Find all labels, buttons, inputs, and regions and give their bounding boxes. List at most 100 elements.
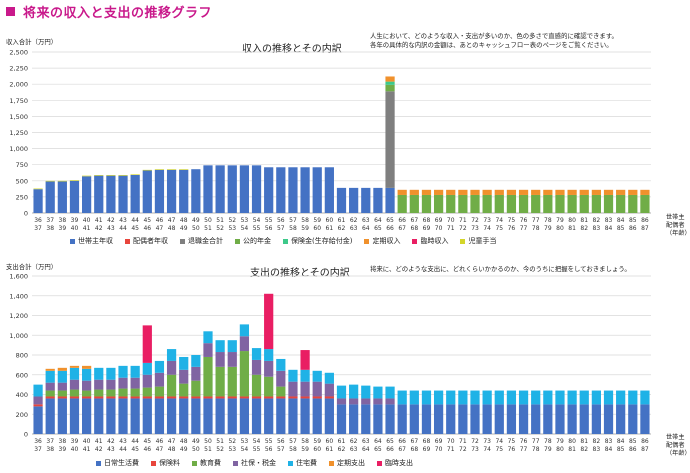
- income-bar-segment: [154, 169, 165, 213]
- income-bar-segment: [543, 189, 553, 195]
- expense-legend-label: 住宅費: [296, 459, 317, 467]
- expense-x-tick-spouse: 51: [204, 446, 212, 453]
- income-x-tick-spouse: 84: [605, 225, 613, 232]
- expense-bar-segment: [142, 398, 152, 434]
- income-legend-item: 保険金(生存給付金): [283, 236, 352, 246]
- expense-x-tick-householder: 80: [568, 438, 576, 445]
- expense-bar-segment: [166, 396, 177, 399]
- expense-x-tick-householder: 48: [180, 438, 188, 445]
- expense-bar-segment: [349, 404, 359, 434]
- income-x-tick-spouse: 78: [532, 225, 540, 232]
- expense-legend-swatch: [192, 460, 197, 466]
- expense-bar-segment: [506, 390, 517, 405]
- expense-bar-segment: [312, 396, 322, 399]
- expense-bar-segment: [203, 396, 213, 399]
- expense-bar-segment: [142, 374, 152, 388]
- income-bar-segment: [555, 194, 565, 213]
- income-x-tick-householder: 85: [629, 217, 637, 224]
- income-legend-label: 臨時収入: [420, 237, 449, 245]
- income-x-tick-householder: 63: [362, 217, 370, 224]
- income-caption-spouse: 配偶者: [666, 222, 685, 229]
- expense-bar-segment: [118, 377, 128, 389]
- income-x-tick-spouse: 54: [241, 225, 249, 232]
- expense-legend-item: 臨時支出: [377, 458, 413, 468]
- expense-x-tick-spouse: 72: [459, 446, 467, 453]
- income-bar-segment: [373, 187, 383, 213]
- income-bar-segment: [45, 180, 55, 182]
- income-x-tick-householder: 64: [374, 217, 382, 224]
- income-bar-segment: [94, 175, 104, 213]
- income-x-tick-householder: 71: [459, 217, 467, 224]
- income-x-tick-spouse: 47: [156, 225, 164, 232]
- income-bar-segment: [179, 169, 189, 213]
- expense-bar-segment: [518, 404, 529, 434]
- income-x-tick-spouse: 53: [228, 225, 236, 232]
- expense-x-tick-spouse: 53: [228, 446, 236, 453]
- expense-bar-segment: [130, 396, 140, 399]
- income-bar-segment: [397, 194, 407, 213]
- income-bar-segment: [324, 167, 334, 213]
- expense-bar-segment: [385, 404, 395, 434]
- income-bar-segment: [385, 81, 395, 85]
- expense-legend-item: 日常生活費: [96, 458, 139, 468]
- expense-x-tick-householder: 82: [593, 438, 601, 445]
- expense-legend-swatch: [151, 460, 156, 466]
- expense-bar-segment: [276, 386, 286, 397]
- income-x-tick-spouse: 49: [180, 225, 188, 232]
- income-x-tick-spouse: 80: [556, 225, 564, 232]
- expense-bar-segment: [616, 390, 626, 405]
- expense-bar-segment: [154, 396, 165, 399]
- expense-bar-segment: [227, 396, 237, 399]
- income-x-tick-spouse: 59: [301, 225, 309, 232]
- expense-y-tick-label: 200: [16, 411, 28, 419]
- expense-y-tick-label: 1,600: [9, 273, 28, 281]
- income-note-line-2: 各年の具体的な内訳の金額は、あとのキャッシュフロー表のページをご覧ください。: [370, 41, 613, 49]
- expense-bar-segment: [409, 404, 419, 434]
- expense-x-tick-householder: 57: [289, 438, 297, 445]
- income-bar-segment: [191, 169, 201, 213]
- income-caption-age: （年齢）: [666, 230, 690, 237]
- expense-caption-spouse: 配偶者: [666, 442, 685, 449]
- expense-bar-segment: [166, 398, 177, 434]
- expense-x-tick-spouse: 50: [192, 446, 200, 453]
- income-bar-segment: [591, 189, 601, 195]
- expense-bar-segment: [179, 398, 189, 434]
- expense-x-tick-spouse: 39: [59, 446, 67, 453]
- income-x-tick-spouse: 83: [593, 225, 601, 232]
- income-x-tick-householder: 69: [435, 217, 443, 224]
- expense-bar-segment: [336, 385, 347, 399]
- expense-x-tick-householder: 56: [277, 438, 285, 445]
- income-legend-label: 保険金(生存給付金): [291, 237, 353, 245]
- expense-bar-segment: [579, 390, 589, 405]
- income-x-tick-spouse: 43: [107, 225, 115, 232]
- expense-bar-segment: [264, 360, 274, 377]
- expense-bar-segment: [531, 404, 541, 434]
- income-bar-segment: [69, 180, 80, 213]
- expense-bar-segment: [288, 369, 298, 382]
- expense-bar-segment: [203, 398, 213, 434]
- income-x-tick-spouse: 42: [95, 225, 103, 232]
- income-x-tick-spouse: 48: [168, 225, 176, 232]
- page-header: 将来の収入と支出の推移グラフ: [6, 2, 212, 21]
- expense-bar-segment: [616, 404, 626, 434]
- income-bar-segment: [567, 189, 577, 195]
- expense-x-tick-householder: 83: [605, 438, 613, 445]
- expense-legend-label: 社保・税金: [241, 459, 276, 467]
- expense-bar-segment: [239, 398, 250, 434]
- income-x-tick-householder: 49: [192, 217, 200, 224]
- income-bar-segment: [82, 175, 92, 177]
- expense-x-tick-householder: 51: [216, 438, 224, 445]
- expense-x-tick-spouse: 58: [289, 446, 297, 453]
- expense-bar-segment: [397, 390, 407, 405]
- expense-bar-segment: [227, 398, 237, 434]
- expense-x-tick-spouse: 66: [386, 446, 394, 453]
- expense-x-tick-householder: 37: [46, 438, 54, 445]
- income-bar-segment: [506, 194, 517, 213]
- expense-x-tick-spouse: 71: [447, 446, 455, 453]
- expense-bar-segment: [130, 398, 140, 434]
- expense-x-tick-spouse: 45: [131, 446, 139, 453]
- expense-bar-segment: [57, 396, 67, 399]
- income-x-tick-spouse: 73: [471, 225, 479, 232]
- income-x-tick-spouse: 44: [119, 225, 127, 232]
- expense-bar-segment: [470, 390, 480, 405]
